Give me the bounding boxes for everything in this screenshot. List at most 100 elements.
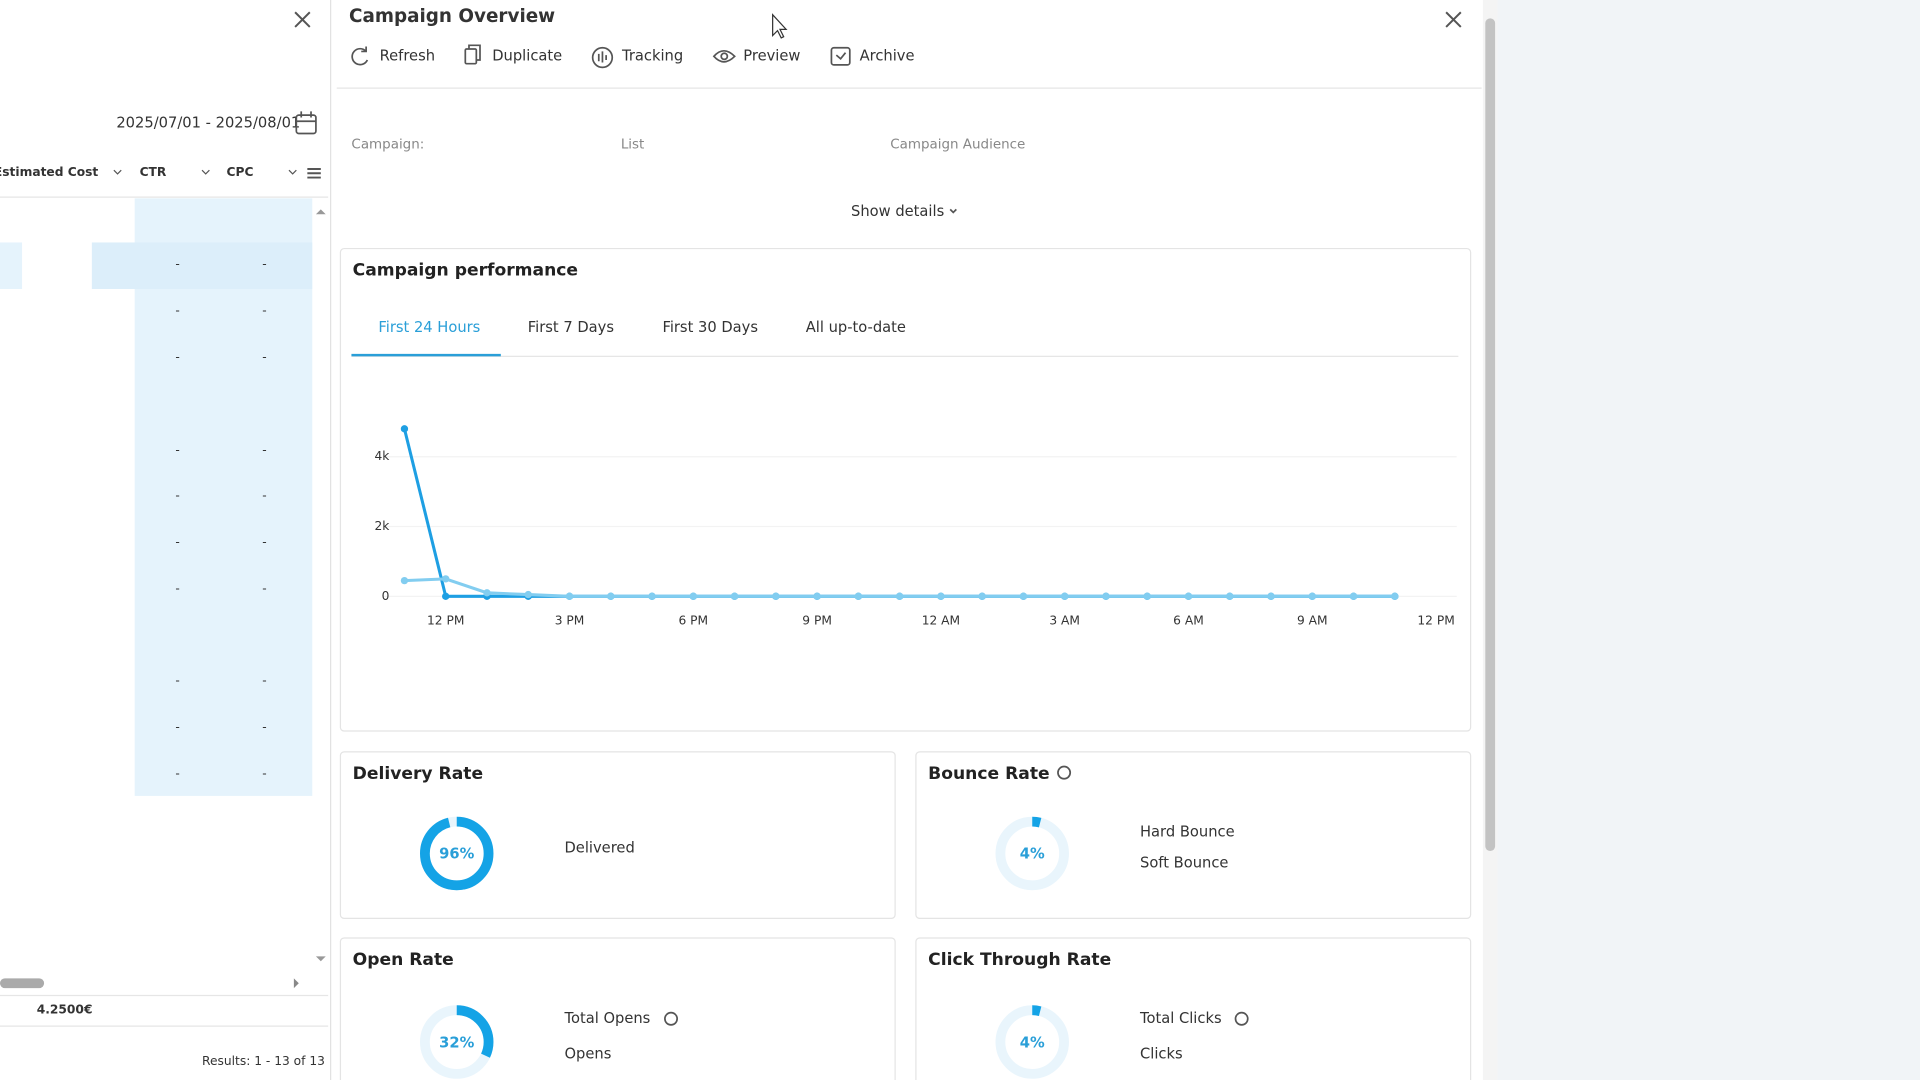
scroll-right[interactable] bbox=[293, 978, 299, 989]
point[interactable] bbox=[1019, 592, 1028, 600]
x-tick-label: 12 AM bbox=[922, 613, 960, 627]
show-details-chevron[interactable] bbox=[949, 208, 957, 214]
point[interactable] bbox=[648, 592, 656, 600]
action-preview[interactable]: Preview bbox=[743, 47, 800, 64]
info-field: Campaign: bbox=[351, 137, 424, 152]
performance-title: Campaign performance bbox=[353, 261, 578, 281]
performance-card bbox=[339, 247, 1472, 732]
column-header[interactable]: CPC bbox=[227, 165, 254, 179]
action-tracking[interactable]: Tracking bbox=[621, 47, 683, 64]
point[interactable] bbox=[730, 592, 739, 600]
legend-item: Delivered bbox=[564, 840, 634, 857]
legend-item: Opens bbox=[564, 1045, 611, 1062]
donut-label: 96% bbox=[439, 846, 474, 863]
cell: - bbox=[175, 488, 179, 502]
show-details[interactable]: Show details bbox=[851, 203, 944, 220]
y-tick-label: 4k bbox=[375, 449, 391, 463]
point[interactable] bbox=[400, 576, 409, 585]
donut-arc bbox=[995, 1005, 1069, 1079]
cell: - bbox=[262, 304, 266, 318]
legend-item: Total Clicks bbox=[1139, 1010, 1222, 1027]
point[interactable] bbox=[1349, 592, 1358, 600]
legend-item: Total Opens bbox=[563, 1010, 650, 1027]
point[interactable] bbox=[1308, 592, 1316, 600]
action-archive[interactable]: Archive bbox=[860, 47, 915, 64]
cell: - bbox=[262, 443, 266, 457]
x-tick-label: 9 AM bbox=[1297, 613, 1328, 627]
panel-title: Campaign Overview bbox=[349, 6, 555, 27]
point[interactable] bbox=[1226, 592, 1234, 600]
help-icons[interactable] bbox=[664, 765, 1249, 1026]
info-field: Campaign Audience bbox=[890, 137, 1025, 152]
rate-title: Bounce Rate bbox=[928, 764, 1049, 784]
x-tick-label: 12 PM bbox=[427, 613, 464, 627]
rate-title: Open Rate bbox=[353, 950, 454, 970]
point[interactable] bbox=[1143, 592, 1151, 600]
left-close[interactable] bbox=[294, 11, 311, 28]
column-header[interactable]: CTR bbox=[140, 165, 167, 179]
x-tick-label: 3 PM bbox=[555, 613, 585, 627]
row-highlight bbox=[91, 242, 313, 289]
cell: - bbox=[262, 673, 266, 687]
calendar-icon[interactable] bbox=[295, 111, 317, 135]
point[interactable] bbox=[689, 592, 697, 600]
point[interactable] bbox=[442, 592, 450, 600]
action-refresh[interactable]: Refresh bbox=[380, 47, 435, 64]
tab[interactable]: First 24 Hours bbox=[378, 319, 480, 336]
tab-underline bbox=[351, 353, 501, 357]
backdrop bbox=[1497, 0, 1920, 1080]
point[interactable] bbox=[524, 590, 532, 599]
cell: - bbox=[262, 257, 266, 271]
legend-item: Clicks bbox=[1140, 1045, 1183, 1062]
point[interactable] bbox=[1391, 592, 1399, 600]
point[interactable] bbox=[607, 592, 615, 600]
row-highlight bbox=[0, 242, 23, 289]
cell: - bbox=[175, 673, 179, 687]
x-tick-label: 6 PM bbox=[679, 613, 709, 627]
point[interactable] bbox=[1184, 592, 1193, 600]
point[interactable] bbox=[1061, 592, 1069, 600]
point[interactable] bbox=[813, 592, 821, 600]
donut-arc bbox=[420, 816, 494, 891]
tab[interactable]: First 30 Days bbox=[662, 319, 758, 336]
column-header[interactable]: Estimated Cost bbox=[0, 165, 98, 179]
cell: - bbox=[262, 720, 266, 734]
rate-card bbox=[915, 937, 1472, 1080]
total: 4.2500€ bbox=[37, 1003, 93, 1017]
close-button[interactable] bbox=[1445, 11, 1462, 28]
point[interactable] bbox=[1267, 592, 1275, 600]
rate-title: Delivery Rate bbox=[353, 764, 483, 784]
point[interactable] bbox=[772, 592, 780, 600]
action-duplicate[interactable]: Duplicate bbox=[492, 47, 562, 64]
point[interactable] bbox=[442, 575, 450, 583]
point[interactable] bbox=[483, 589, 491, 597]
date-range[interactable]: 2025/07/01 - 2025/08/01 bbox=[116, 115, 300, 132]
point[interactable] bbox=[1102, 592, 1110, 600]
cell: - bbox=[262, 766, 266, 780]
tab[interactable]: All up-to-date bbox=[806, 319, 906, 336]
rate-card bbox=[339, 937, 896, 1080]
info-field: List bbox=[621, 137, 645, 152]
cell: - bbox=[175, 766, 179, 780]
horizontal-scrollbar[interactable] bbox=[0, 978, 45, 989]
tab[interactable]: First 7 Days bbox=[528, 319, 614, 336]
cell: - bbox=[175, 257, 179, 271]
donut-label: 32% bbox=[439, 1034, 474, 1051]
point[interactable] bbox=[937, 592, 945, 600]
highlight-column bbox=[134, 198, 313, 796]
point[interactable] bbox=[854, 592, 863, 600]
column-chevrons[interactable] bbox=[113, 168, 321, 179]
point[interactable] bbox=[400, 425, 409, 433]
cell: - bbox=[175, 535, 179, 549]
point[interactable] bbox=[978, 592, 986, 600]
x-tick-label: 12 PM bbox=[1417, 613, 1454, 627]
cell: - bbox=[262, 581, 266, 595]
donut-arc bbox=[995, 816, 1069, 891]
point[interactable] bbox=[895, 592, 904, 600]
point[interactable] bbox=[565, 592, 574, 600]
scroll-thumb[interactable] bbox=[1485, 18, 1496, 852]
cell: - bbox=[175, 350, 179, 364]
y-tick-label: 2k bbox=[375, 519, 391, 533]
donut-arc bbox=[419, 1005, 494, 1079]
